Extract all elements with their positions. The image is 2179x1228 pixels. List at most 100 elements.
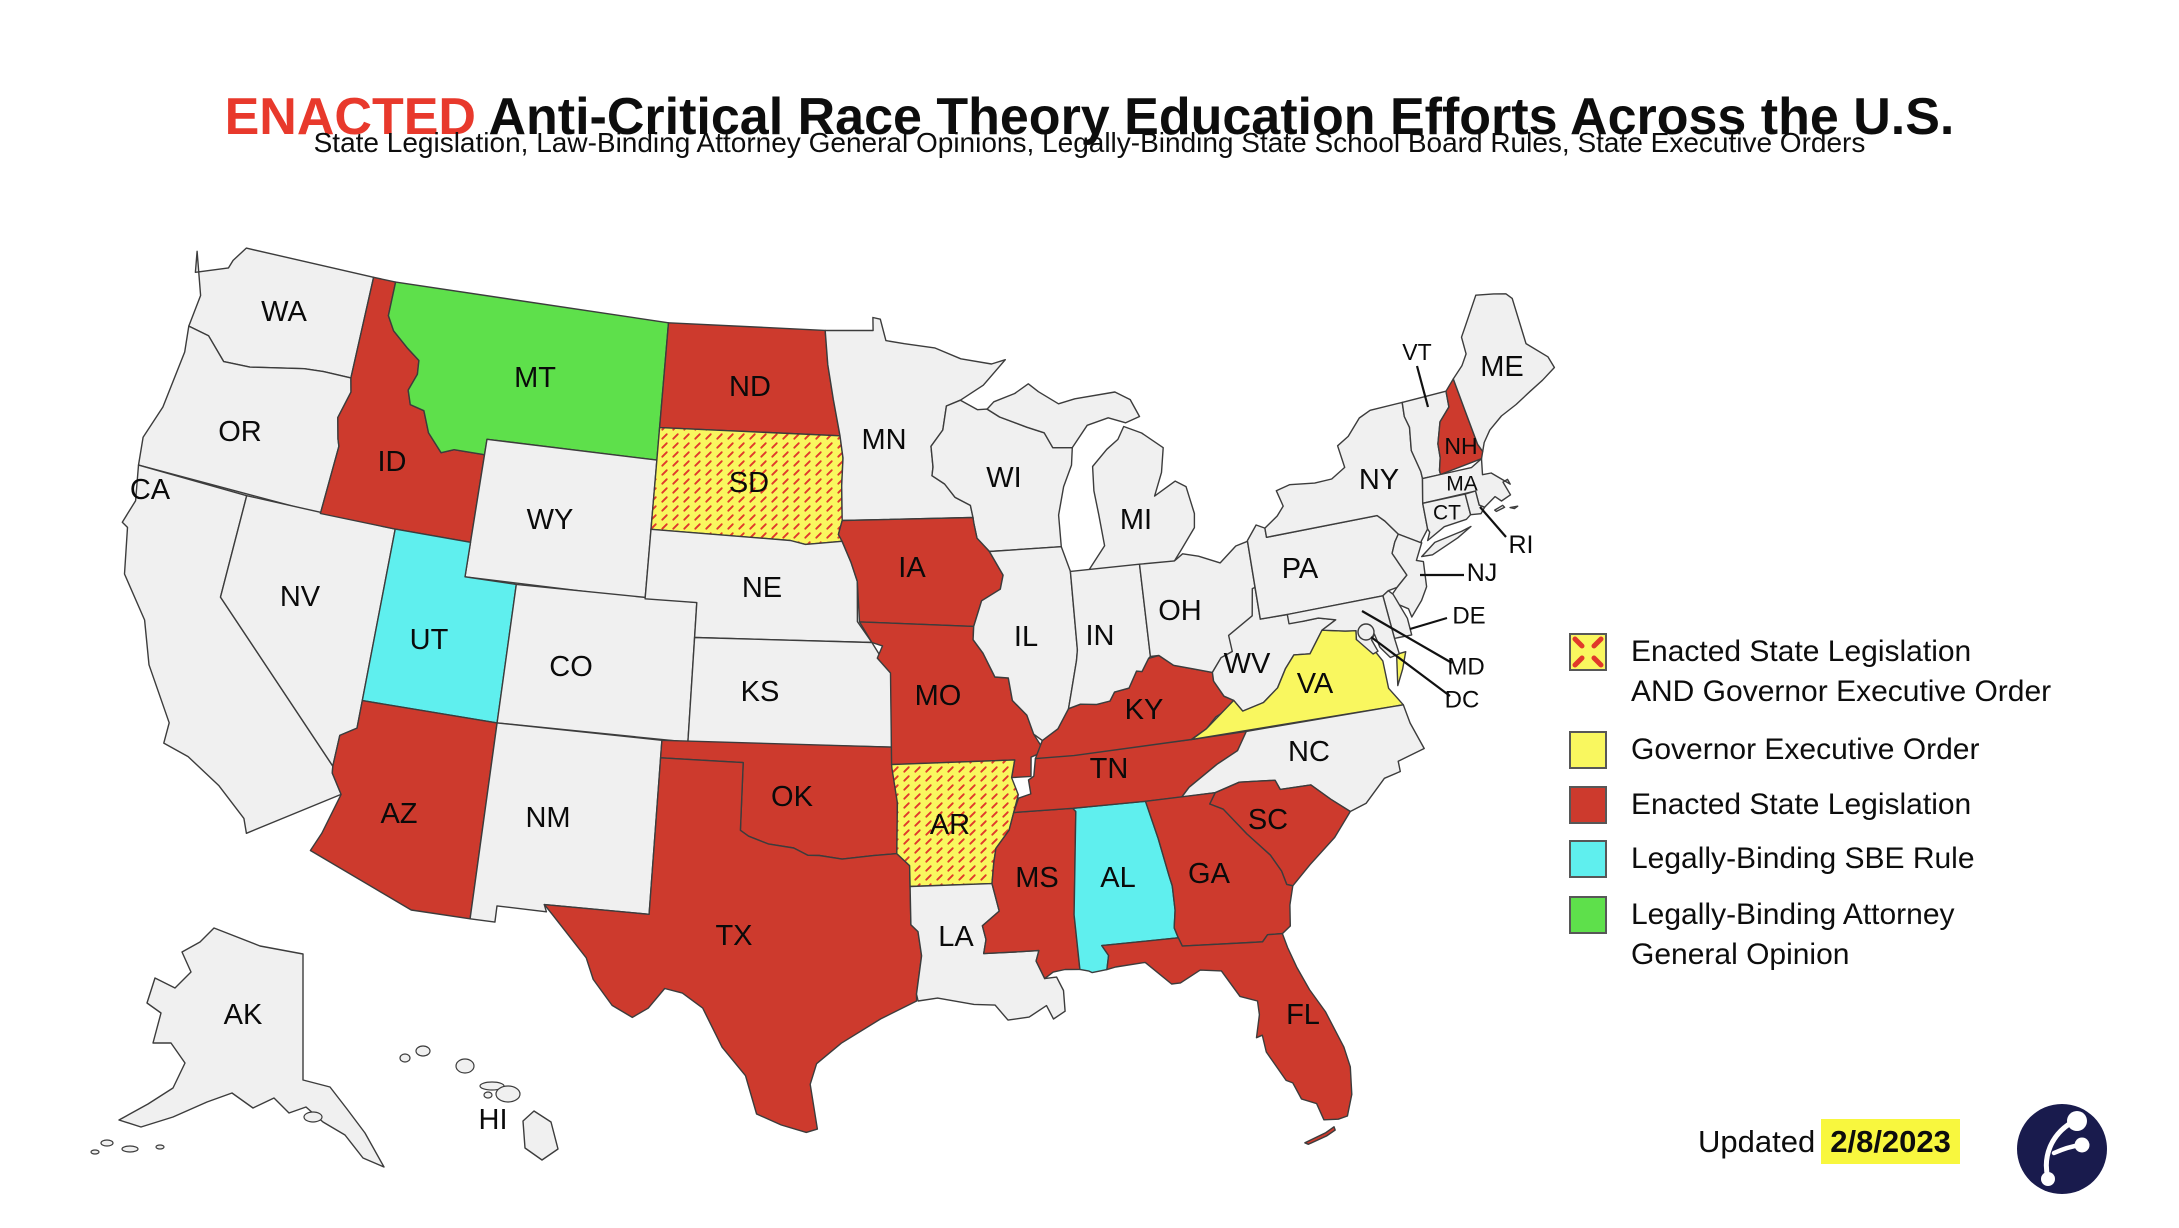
hawaii-island <box>415 1045 431 1057</box>
state-label-GA: GA <box>1188 858 1231 890</box>
legend-item-legislation_and_eo: Enacted State Legislation AND Governor Ex… <box>1569 633 2051 712</box>
state-label-PA: PA <box>1282 553 1319 585</box>
ri-pointer-line <box>1479 506 1507 538</box>
state-label-FL: FL <box>1286 999 1320 1031</box>
state-label-SC: SC <box>1248 804 1288 836</box>
state-label-WI: WI <box>986 462 1021 494</box>
state-CO <box>496 583 698 743</box>
state-AK <box>118 927 385 1168</box>
state-label-NH: NH <box>1444 433 1477 459</box>
legend-item-governor_eo: Governor Executive Order <box>1569 731 1979 770</box>
state-label-AR: AR <box>930 809 970 841</box>
dc-pointer-line <box>1370 636 1451 697</box>
state-label-MT: MT <box>514 362 556 394</box>
md-pointer-line <box>1361 610 1453 664</box>
legend-item-legislation: Enacted State Legislation <box>1569 786 1971 825</box>
legend-label-legislation: Enacted State Legislation <box>1631 788 1972 821</box>
state-label-WV: WV <box>1224 648 1271 680</box>
hawaii-island <box>483 1091 493 1099</box>
state-label-VT: VT <box>1402 339 1431 365</box>
state-label-TX: TX <box>715 920 752 952</box>
state-label-MO: MO <box>915 680 962 712</box>
legend-swatch-sbe_rule <box>1569 840 1607 878</box>
state-DC <box>1357 623 1375 641</box>
state-label-TN: TN <box>1090 753 1129 785</box>
alaska-island <box>121 1145 139 1153</box>
hawaii-island <box>495 1085 521 1103</box>
state-label-NJ: NJ <box>1467 559 1498 587</box>
state-label-NV: NV <box>280 581 321 613</box>
state-RI <box>1464 490 1486 516</box>
state-label-AK: AK <box>224 999 263 1031</box>
state-label-LA: LA <box>938 921 974 953</box>
page-subtitle: State Legislation, Law-Binding Attorney … <box>313 127 1866 158</box>
state-label-OR: OR <box>218 416 262 448</box>
legend-item-sbe_rule: Legally-Binding SBE Rule <box>1569 840 1975 879</box>
legend-label-sbe_rule: Legally-Binding SBE Rule <box>1631 842 1975 875</box>
state-label-NE: NE <box>742 572 782 604</box>
state-label-NM: NM <box>525 802 570 834</box>
state-label-OK: OK <box>771 781 814 813</box>
state-label-DE: DE <box>1452 603 1485 630</box>
state-label-IN: IN <box>1086 620 1115 652</box>
alaska-island <box>90 1149 100 1155</box>
state-label-WA: WA <box>261 296 307 328</box>
state-IN <box>1067 563 1152 710</box>
page-title: ENACTED Anti-Critical Race Theory Educat… <box>0 87 2179 147</box>
legend-swatch-legislation <box>1569 786 1607 824</box>
state-label-CO: CO <box>549 651 593 683</box>
hawaii-island-big <box>522 1110 559 1161</box>
legend-swatch-governor_eo <box>1569 731 1607 769</box>
state-label-RI: RI <box>1509 531 1534 559</box>
state-label-ID: ID <box>378 446 407 478</box>
state-KS <box>687 636 893 748</box>
hawaii-island <box>455 1058 475 1074</box>
state-label-AZ: AZ <box>380 798 417 830</box>
state-label-SD: SD <box>729 467 769 499</box>
state-label-IA: IA <box>898 552 926 584</box>
state-TX <box>543 757 923 1134</box>
state-label-NY: NY <box>1359 464 1399 496</box>
state-MD <box>1286 595 1400 659</box>
state-label-ME: ME <box>1480 351 1524 383</box>
legend-item-ag_opinion: Legally-Binding Attorney General Opinion <box>1569 896 1955 975</box>
state-label-DC: DC <box>1445 687 1480 714</box>
alaska-island <box>303 1111 323 1123</box>
state-ME <box>1452 293 1556 453</box>
state-MI <box>986 383 1196 571</box>
state-label-MS: MS <box>1015 862 1059 894</box>
state-label-WY: WY <box>527 504 574 536</box>
updated-date: 2/8/2023 <box>1821 1119 1960 1164</box>
state-label-ND: ND <box>729 371 771 403</box>
alaska-island <box>155 1144 165 1150</box>
state-label-MA: MA <box>1446 473 1478 496</box>
state-label-CA: CA <box>130 474 171 506</box>
updated-note: Updated 2/8/2023 <box>1698 1119 1960 1164</box>
vt-pointer-line <box>1415 365 1430 408</box>
crt-forward-sprout-logo-icon <box>2017 1104 2107 1194</box>
legend-swatch-ag_opinion <box>1569 896 1607 934</box>
state-label-IL: IL <box>1014 621 1038 653</box>
state-label-MI: MI <box>1120 504 1152 536</box>
state-label-HI: HI <box>479 1104 508 1136</box>
de-pointer-line <box>1409 616 1448 631</box>
state-label-OH: OH <box>1158 595 1202 627</box>
legend-label-legislation_and_eo: Enacted State Legislation AND Governor Ex… <box>1631 635 2052 708</box>
title-emphasis: ENACTED <box>224 87 476 146</box>
legend-label-governor_eo: Governor Executive Order <box>1631 733 1980 766</box>
state-label-UT: UT <box>410 624 449 656</box>
state-label-VA: VA <box>1297 668 1334 700</box>
title-rest: Anti-Critical Race Theory Education Effo… <box>475 87 1955 146</box>
state-label-MD: MD <box>1447 654 1484 681</box>
state-MA <box>1421 458 1519 513</box>
state-label-KY: KY <box>1125 694 1164 726</box>
legend-swatch-legislation_and_eo <box>1569 633 1607 671</box>
state-FL <box>1101 932 1353 1145</box>
state-label-KS: KS <box>741 676 780 708</box>
state-NJ <box>1389 533 1428 618</box>
updated-label: Updated <box>1698 1124 1816 1159</box>
state-label-MN: MN <box>861 424 906 456</box>
state-label-AL: AL <box>1100 862 1135 894</box>
state-label-NC: NC <box>1288 736 1330 768</box>
